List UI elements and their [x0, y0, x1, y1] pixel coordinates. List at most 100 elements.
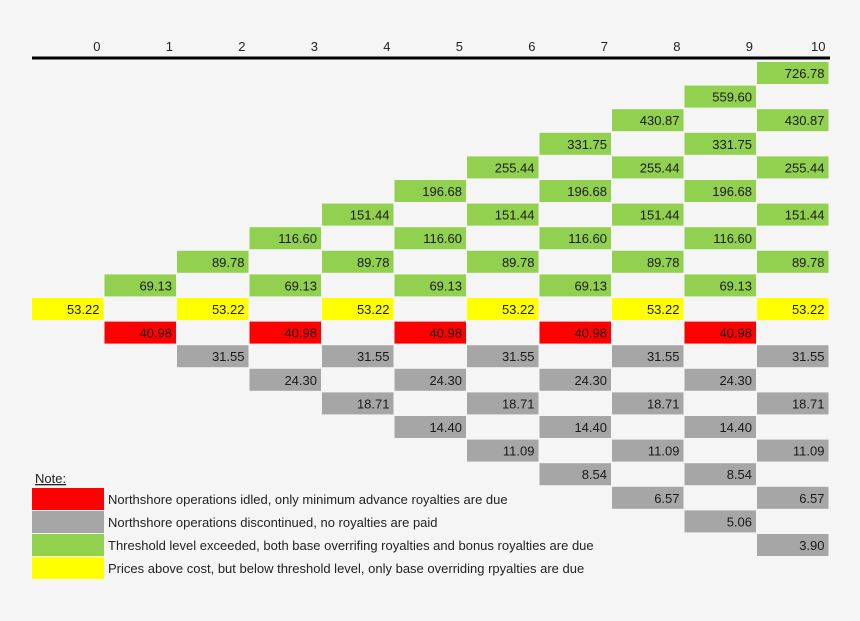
- cell-green-5-7: [394, 227, 466, 250]
- period-label-7: 7: [601, 39, 608, 54]
- cell-green-9-3: [684, 132, 756, 155]
- cell-green-10-4: [757, 156, 829, 179]
- cell-red-5-11: [394, 321, 466, 344]
- period-header: 0 1 2 3 4 5 6 7 8 9 10: [93, 39, 825, 54]
- cell-green-9-9: [684, 274, 756, 297]
- period-label-1: 1: [166, 39, 173, 54]
- cell-gray-4-12: [322, 345, 394, 368]
- cell-value: 89.78: [212, 255, 245, 270]
- cell-green-8-8: [612, 250, 684, 273]
- cell-value: 18.71: [647, 396, 680, 411]
- cell-gray-3-13: [249, 368, 321, 391]
- cell-gray-8-12: [612, 345, 684, 368]
- cell-green-4-8: [322, 250, 394, 273]
- cell-green-5-5: [394, 180, 466, 202]
- cell-gray-2-12: [177, 345, 249, 368]
- legend-swatch-green: [32, 534, 104, 556]
- cell-yellow-8-10: [612, 298, 684, 320]
- cell-value: 31.55: [357, 349, 390, 364]
- cell-value: 151.44: [640, 208, 680, 223]
- cell-value: 6.57: [654, 491, 679, 506]
- cell-gray-6-12: [467, 345, 539, 368]
- period-label-10: 10: [811, 39, 825, 54]
- cell-value: 53.22: [502, 302, 535, 317]
- cell-green-7-5: [539, 180, 611, 202]
- legend-label-green: Threshold level exceeded, both base over…: [108, 538, 594, 553]
- cell-green-6-8: [467, 250, 539, 273]
- period-label-5: 5: [456, 39, 463, 54]
- cell-gray-5-15: [394, 416, 466, 438]
- cell-value: 430.87: [785, 113, 825, 128]
- cell-value: 14.40: [719, 420, 752, 435]
- cell-value: 53.22: [647, 302, 680, 317]
- cell-value: 11.09: [503, 444, 535, 459]
- legend-label-gray: Northshore operations discontinued, no r…: [108, 515, 438, 530]
- cell-yellow-2-10: [177, 298, 249, 320]
- cell-value: 196.68: [567, 184, 607, 199]
- cell-value: 255.44: [785, 160, 825, 175]
- cell-value: 89.78: [647, 255, 680, 270]
- cell-value: 31.55: [647, 349, 680, 364]
- cell-value: 116.60: [423, 231, 462, 246]
- cell-gray-9-13: [684, 368, 756, 391]
- cell-yellow-10-10: [757, 298, 829, 320]
- cell-value: 196.68: [712, 184, 752, 199]
- cell-gray-8-18: [612, 486, 684, 509]
- note-legend: Note: Northshore operations idled, only …: [32, 471, 594, 579]
- cell-value: 255.44: [495, 160, 535, 175]
- cell-yellow-4-10: [322, 298, 394, 320]
- period-label-3: 3: [311, 39, 318, 54]
- cell-green-8-2: [612, 109, 684, 132]
- cell-value: 89.78: [502, 255, 535, 270]
- period-label-2: 2: [238, 39, 245, 54]
- cell-yellow-6-10: [467, 298, 539, 320]
- cell-gray-10-18: [757, 486, 829, 509]
- cell-green-7-7: [539, 227, 611, 250]
- cell-red-9-11: [684, 321, 756, 344]
- cell-value: 151.44: [350, 208, 390, 223]
- cell-value: 18.71: [357, 396, 390, 411]
- cell-value: 116.60: [278, 231, 317, 246]
- cell-green-6-6: [467, 203, 539, 226]
- cell-gray-10-16: [757, 439, 829, 462]
- cell-value: 53.22: [357, 302, 390, 317]
- cell-gray-4-14: [322, 392, 394, 415]
- cell-green-10-2: [757, 109, 829, 132]
- cell-green-3-9: [249, 274, 321, 297]
- cell-value: 31.55: [212, 349, 245, 364]
- cell-value: 24.30: [429, 373, 462, 388]
- cell-red-1-11: [104, 321, 176, 344]
- cell-value: 11.09: [648, 444, 680, 459]
- cell-value: 559.60: [712, 90, 752, 105]
- cell-value: 331.75: [567, 137, 607, 152]
- cell-red-7-11: [539, 321, 611, 344]
- cell-value: 69.13: [139, 278, 172, 293]
- cell-gray-9-19: [684, 510, 756, 533]
- cell-green-5-9: [394, 274, 466, 297]
- cell-value: 116.60: [713, 231, 752, 246]
- cell-value: 24.30: [719, 373, 752, 388]
- cell-value: 24.30: [284, 373, 317, 388]
- cell-value: 14.40: [429, 420, 462, 435]
- cell-gray-6-16: [467, 439, 539, 462]
- cell-red-3-11: [249, 321, 321, 344]
- cell-green-9-7: [684, 227, 756, 250]
- cell-gray-6-14: [467, 392, 539, 415]
- cell-green-10-8: [757, 250, 829, 273]
- cell-value: 53.22: [792, 302, 825, 317]
- cell-value: 6.57: [799, 491, 824, 506]
- cell-value: 18.71: [792, 396, 825, 411]
- cell-value: 40.98: [139, 326, 172, 341]
- cell-value: 89.78: [792, 255, 825, 270]
- cell-value: 69.13: [719, 278, 752, 293]
- cell-value: 24.30: [574, 373, 607, 388]
- cell-value: 40.98: [719, 326, 752, 341]
- legend-label-yellow: Prices above cost, but below threshold l…: [108, 561, 584, 576]
- cell-value: 726.78: [785, 66, 825, 81]
- cell-gray-5-13: [394, 368, 466, 391]
- legend-label-red: Northshore operations idled, only minimu…: [108, 492, 508, 507]
- cell-green-8-4: [612, 156, 684, 179]
- cell-green-6-4: [467, 156, 539, 179]
- cell-gray-8-16: [612, 439, 684, 462]
- cell-value: 89.78: [357, 255, 390, 270]
